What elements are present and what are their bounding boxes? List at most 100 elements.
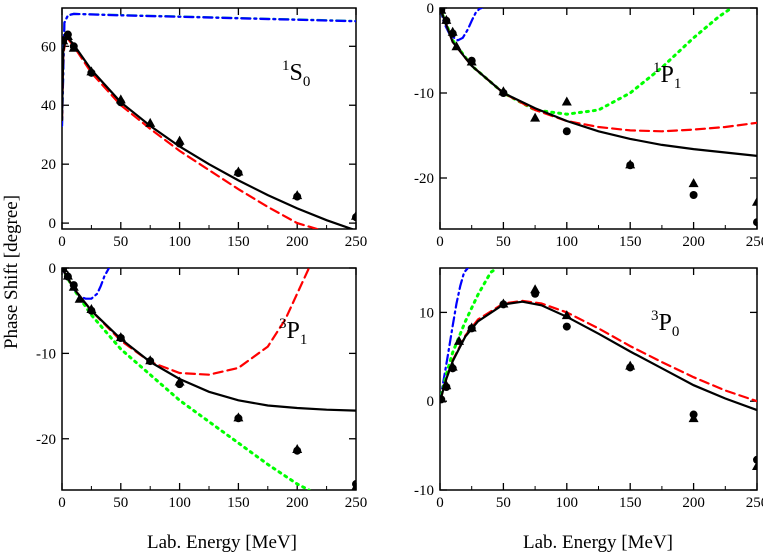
- x-axis-label-right: Lab. Energy [MeV]: [523, 532, 673, 553]
- x-tick-label: 0: [58, 495, 66, 511]
- data-point-triangle: [752, 196, 757, 206]
- data-point-circle: [689, 191, 698, 199]
- data-point-triangle: [62, 268, 69, 272]
- data-point-triangle: [447, 26, 458, 36]
- x-tick-label: 100: [168, 234, 191, 250]
- x-tick-label: 50: [496, 234, 511, 250]
- panel-3p1: 0 50 100 150 200 250 0 -10 -20 3P1: [36, 261, 367, 511]
- y-tick-label: 40: [41, 98, 56, 114]
- y-axis-label: Phase Shift [degree]: [1, 195, 22, 349]
- data-point-triangle: [145, 355, 156, 365]
- x-tick-label: 100: [168, 495, 191, 511]
- data-point-triangle: [466, 322, 477, 332]
- series-line-blue-dash-dot: [62, 12, 356, 127]
- data-point-triangle: [441, 14, 452, 24]
- panel-1s0: 0 50 100 150 200 250 0 20 40 60 1S0: [41, 7, 368, 250]
- x-axis-label-left: Lab. Energy [MeV]: [147, 532, 297, 553]
- series-line-blue-dash-dot: [440, 268, 469, 403]
- y-tick-label: -20: [36, 432, 56, 448]
- x-tick-label: 100: [556, 234, 579, 250]
- plot-frame: [439, 7, 758, 230]
- series-line-red-dashed: [440, 8, 757, 133]
- panel-title: 1S0: [282, 58, 310, 90]
- series-line-blue-dash-dot: [62, 268, 111, 300]
- series-line-red-dashed: [62, 37, 321, 229]
- data-point-triangle: [351, 210, 356, 220]
- y-tick-label: -20: [414, 171, 434, 187]
- data-point-triangle: [466, 56, 477, 66]
- panel-1p1: 0 50 100 150 200 250 0 -10 -20 1P1: [414, 1, 763, 250]
- x-tick-label: 50: [496, 495, 511, 511]
- series-line-black-solid: [440, 8, 757, 157]
- data-point-triangle: [440, 393, 447, 403]
- data-point-triangle: [688, 178, 699, 188]
- data-point-triangle: [62, 270, 73, 280]
- panel-title: 3P1: [279, 316, 307, 348]
- series-line-black-solid: [440, 300, 757, 412]
- data-point-triangle: [86, 303, 97, 313]
- y-tick-label: 0: [427, 1, 435, 17]
- x-tick-label: 150: [227, 495, 250, 511]
- x-tick-label: 150: [619, 495, 642, 511]
- panel-title: 1P1: [653, 60, 681, 92]
- plot-frame: [61, 267, 357, 491]
- x-tick-label: 200: [682, 495, 705, 511]
- x-tick-label: 250: [746, 495, 763, 511]
- data-point-triangle: [62, 30, 73, 40]
- y-tick-label: 0: [49, 216, 57, 232]
- data-point-triangle: [115, 94, 126, 104]
- x-tick-label: 150: [227, 234, 250, 250]
- data-point-triangle: [233, 166, 244, 176]
- data-point-triangle: [498, 86, 509, 96]
- data-point-circle: [562, 322, 571, 331]
- data-point-triangle: [625, 159, 636, 169]
- data-point-circle: [562, 127, 571, 136]
- data-point-triangle: [561, 310, 572, 320]
- x-tick-label: 250: [345, 495, 368, 511]
- x-tick-label: 0: [436, 234, 444, 250]
- data-point-triangle: [174, 135, 185, 145]
- data-point-triangle: [351, 481, 356, 490]
- x-tick-label: 100: [556, 495, 579, 511]
- x-tick-label: 200: [682, 234, 705, 250]
- data-point-triangle: [292, 190, 303, 200]
- x-tick-label: 200: [286, 234, 309, 250]
- data-point-triangle: [86, 66, 97, 76]
- series-line-teal-dash-dot: [62, 12, 356, 127]
- series-line-black-solid: [62, 36, 356, 229]
- panel-title: 3P0: [651, 308, 679, 340]
- x-tick-label: 250: [345, 234, 368, 250]
- data-point-triangle: [440, 8, 447, 14]
- panel-3p0: 050100150200250100-10 3P0: [414, 267, 763, 511]
- data-point-triangle: [174, 376, 185, 386]
- data-point-triangle: [625, 360, 636, 370]
- data-point-circle: [753, 218, 757, 227]
- data-point-triangle: [292, 444, 303, 454]
- data-point-triangle: [752, 461, 757, 471]
- data-point-triangle: [530, 284, 541, 294]
- series-line-green-dotted: [440, 268, 499, 403]
- data-point-triangle: [454, 335, 465, 345]
- y-tick-label: 0: [427, 394, 435, 410]
- data-point-triangle: [561, 96, 572, 106]
- series-line-red-dashed: [62, 268, 311, 376]
- data-point-triangle: [451, 41, 462, 51]
- y-tick-label: 20: [41, 157, 56, 173]
- y-tick-label: 10: [419, 305, 434, 321]
- y-tick-label: -10: [414, 483, 434, 499]
- data-point-triangle: [498, 298, 509, 308]
- x-tick-label: 200: [286, 495, 309, 511]
- data-point-triangle: [530, 112, 541, 122]
- y-tick-label: -10: [414, 86, 434, 102]
- data-point-triangle: [688, 413, 699, 423]
- x-tick-label: 50: [113, 234, 128, 250]
- y-tick-label: -10: [36, 346, 56, 362]
- data-point-triangle: [233, 412, 244, 422]
- x-tick-label: 0: [436, 495, 444, 511]
- data-point-triangle: [68, 42, 79, 52]
- x-tick-label: 50: [113, 495, 128, 511]
- x-tick-label: 250: [746, 234, 763, 250]
- y-tick-label: 60: [41, 39, 56, 55]
- data-point-triangle: [441, 380, 452, 390]
